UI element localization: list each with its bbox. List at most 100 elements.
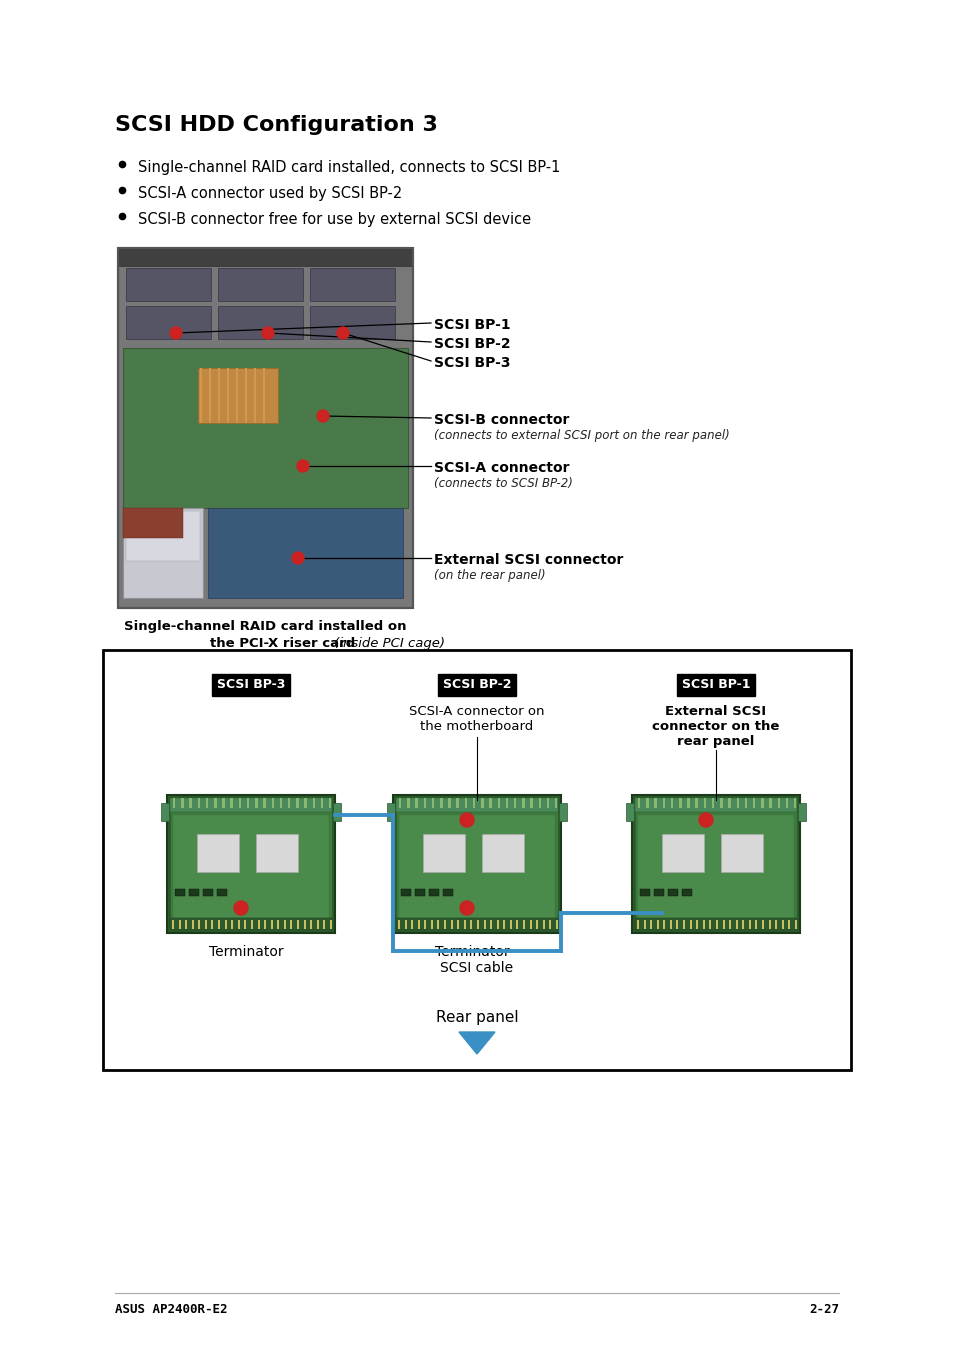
Bar xyxy=(463,920,465,929)
Bar xyxy=(197,834,239,873)
Bar xyxy=(727,798,730,808)
Bar xyxy=(400,889,411,896)
Circle shape xyxy=(459,813,474,827)
Text: ASUS AP2400R-E2: ASUS AP2400R-E2 xyxy=(115,1302,227,1316)
Bar xyxy=(752,798,755,808)
Bar xyxy=(271,920,273,929)
Bar xyxy=(794,920,796,929)
Bar xyxy=(711,798,714,808)
Text: the PCI-X riser card: the PCI-X riser card xyxy=(211,638,355,650)
Text: SCSI BP-1: SCSI BP-1 xyxy=(681,678,749,692)
Bar xyxy=(172,815,329,917)
Bar xyxy=(272,798,274,808)
Text: (connects to external SCSI port on the rear panel): (connects to external SCSI port on the r… xyxy=(434,430,729,442)
Bar xyxy=(387,802,395,821)
Text: Single-channel RAID card installed on: Single-channel RAID card installed on xyxy=(124,620,406,634)
Bar xyxy=(218,920,220,929)
Bar xyxy=(448,798,450,808)
Circle shape xyxy=(296,459,309,471)
Bar xyxy=(510,920,512,929)
Bar xyxy=(654,798,657,808)
Bar xyxy=(638,815,793,917)
Bar xyxy=(304,798,307,808)
Bar xyxy=(279,798,282,808)
Bar xyxy=(189,889,199,896)
Bar xyxy=(161,802,169,821)
Bar xyxy=(227,367,229,423)
Bar xyxy=(417,920,419,929)
Bar xyxy=(639,889,649,896)
Text: SCSI HDD Configuration 3: SCSI HDD Configuration 3 xyxy=(115,115,437,135)
Bar xyxy=(536,920,537,929)
Text: SCSI-A connector: SCSI-A connector xyxy=(434,461,569,476)
Bar xyxy=(670,798,673,808)
Circle shape xyxy=(459,901,474,915)
Bar xyxy=(303,920,305,929)
Bar xyxy=(760,798,762,808)
Bar xyxy=(123,508,203,598)
Bar xyxy=(689,920,691,929)
Bar xyxy=(123,508,183,538)
Bar xyxy=(185,920,187,929)
Bar xyxy=(432,798,434,808)
Bar xyxy=(503,920,505,929)
Bar xyxy=(222,798,225,808)
Bar xyxy=(330,920,332,929)
Bar xyxy=(167,794,335,934)
Text: SCSI BP-2: SCSI BP-2 xyxy=(442,678,511,692)
Text: SCSI BP-3: SCSI BP-3 xyxy=(434,357,510,370)
Circle shape xyxy=(233,901,248,915)
Bar xyxy=(218,367,220,423)
Bar xyxy=(263,798,266,808)
Bar xyxy=(696,920,698,929)
Bar xyxy=(423,798,426,808)
Bar xyxy=(768,920,770,929)
Bar xyxy=(797,802,805,821)
Bar xyxy=(320,798,323,808)
Circle shape xyxy=(170,327,182,339)
Bar xyxy=(643,920,645,929)
Bar xyxy=(231,798,233,808)
Bar xyxy=(456,798,458,808)
Bar xyxy=(205,920,207,929)
Bar xyxy=(439,798,442,808)
Bar xyxy=(190,798,192,808)
Bar xyxy=(245,367,247,423)
Bar xyxy=(244,920,246,929)
Bar xyxy=(686,798,689,808)
Bar xyxy=(546,798,549,808)
Bar xyxy=(172,798,175,808)
Bar xyxy=(456,920,458,929)
Text: SCSI-A connector used by SCSI BP-2: SCSI-A connector used by SCSI BP-2 xyxy=(138,186,402,201)
Bar xyxy=(489,798,492,808)
Bar xyxy=(497,920,498,929)
Bar xyxy=(736,798,739,808)
Bar xyxy=(310,305,395,339)
Bar xyxy=(549,920,551,929)
Bar xyxy=(393,794,560,934)
Bar xyxy=(530,798,533,808)
Bar xyxy=(174,889,185,896)
Bar xyxy=(170,798,332,812)
Bar xyxy=(490,920,492,929)
Bar xyxy=(329,798,331,808)
Bar xyxy=(443,920,446,929)
Bar xyxy=(681,889,691,896)
Bar xyxy=(662,798,664,808)
Bar xyxy=(505,798,508,808)
Bar xyxy=(192,920,193,929)
Bar xyxy=(231,920,233,929)
Bar xyxy=(761,920,763,929)
Bar xyxy=(277,920,279,929)
Bar xyxy=(720,798,721,808)
Bar xyxy=(415,889,424,896)
Bar xyxy=(257,920,259,929)
Bar xyxy=(637,920,639,929)
Bar xyxy=(631,794,800,934)
Bar xyxy=(662,920,664,929)
Bar xyxy=(787,920,790,929)
Bar xyxy=(514,798,516,808)
Bar xyxy=(669,920,671,929)
Bar xyxy=(645,798,648,808)
Bar xyxy=(237,920,239,929)
